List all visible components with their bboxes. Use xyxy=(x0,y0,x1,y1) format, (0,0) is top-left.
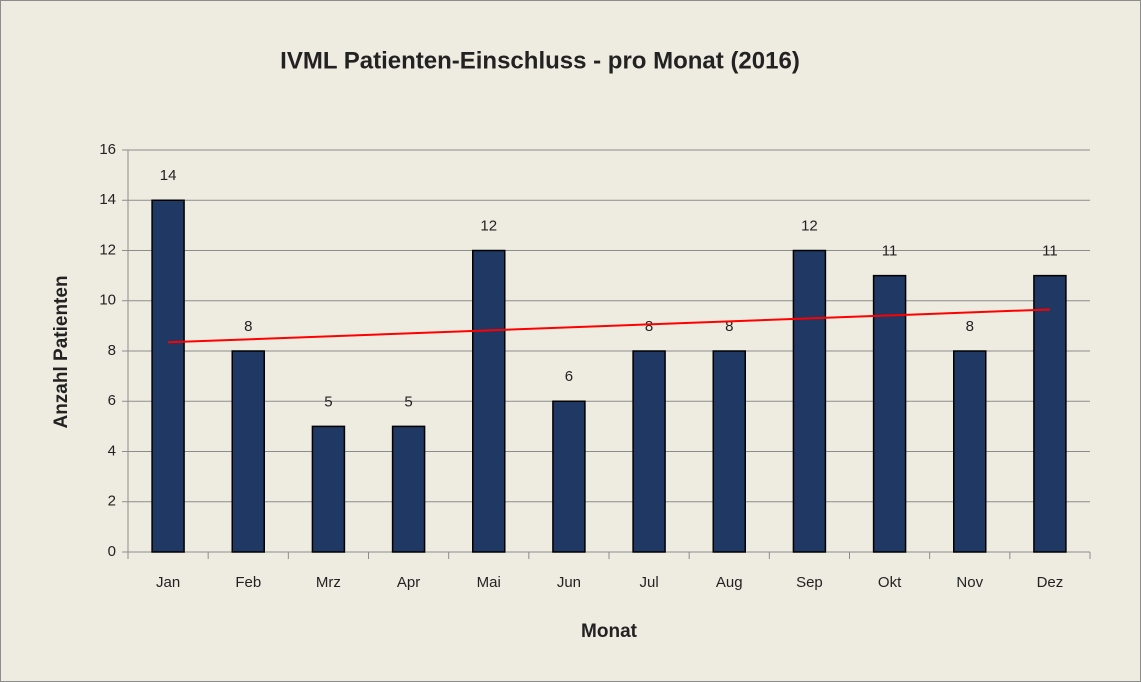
x-tick-label: Mai xyxy=(477,574,501,591)
x-tick-label: Jan xyxy=(156,574,180,591)
data-label: 8 xyxy=(725,318,733,335)
bar xyxy=(1033,274,1067,553)
bar xyxy=(792,249,827,553)
data-label: 5 xyxy=(404,393,412,410)
data-label: 11 xyxy=(1042,243,1058,260)
y-tick-label: 16 xyxy=(99,141,116,158)
x-tick-label: Okt xyxy=(878,574,902,591)
bar xyxy=(311,425,346,553)
y-tick-label: 6 xyxy=(108,392,116,409)
x-tick-label: Jul xyxy=(639,574,658,591)
y-tick-label: 4 xyxy=(108,442,116,459)
data-label: 8 xyxy=(244,318,252,335)
bar xyxy=(712,350,746,553)
x-tick-label: Sep xyxy=(796,574,823,591)
bar xyxy=(151,199,185,553)
data-label: 5 xyxy=(324,393,332,410)
x-tick-label: Jun xyxy=(557,574,581,591)
bar xyxy=(872,274,907,553)
bar xyxy=(391,425,426,553)
y-tick-label: 10 xyxy=(99,292,116,309)
data-label: 11 xyxy=(882,243,898,260)
x-tick-label: Apr xyxy=(397,574,420,591)
bar xyxy=(953,350,987,553)
data-label: 12 xyxy=(480,217,497,234)
x-tick-label: Aug xyxy=(716,574,743,591)
x-tick-label: Mrz xyxy=(316,574,341,591)
chart-title: IVML Patienten-Einschluss - pro Monat (2… xyxy=(280,47,800,74)
x-tick-label: Nov xyxy=(956,574,983,591)
bar xyxy=(632,350,666,553)
y-tick-label: 14 xyxy=(99,191,116,208)
y-tick-label: 0 xyxy=(108,543,116,560)
data-label: 12 xyxy=(801,217,818,234)
y-tick-label: 8 xyxy=(108,342,116,359)
data-label: 14 xyxy=(160,167,177,184)
y-tick-label: 2 xyxy=(108,493,116,510)
data-label: 8 xyxy=(966,318,974,335)
y-axis-label: Anzahl Patienten xyxy=(51,275,72,428)
bar xyxy=(552,400,586,553)
x-tick-label: Dez xyxy=(1037,574,1064,591)
data-label: 8 xyxy=(645,318,653,335)
y-tick-label: 12 xyxy=(99,241,116,258)
data-label: 6 xyxy=(565,368,573,385)
bar xyxy=(472,249,506,553)
x-tick-label: Feb xyxy=(235,574,261,591)
trendline xyxy=(168,308,1050,344)
bar xyxy=(231,350,265,553)
x-axis-label: Monat xyxy=(581,621,638,642)
